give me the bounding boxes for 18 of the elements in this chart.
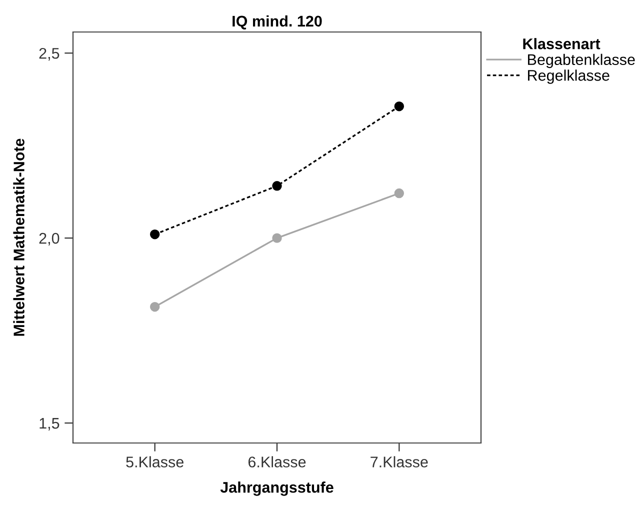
point xyxy=(272,181,282,191)
point xyxy=(150,302,160,312)
legend-label: Begabtenklasse xyxy=(528,54,635,68)
x-tick-label: 5.Klasse xyxy=(126,456,184,468)
y-tick-label: 2,5 xyxy=(39,48,60,61)
y-tick-label: 1,5 xyxy=(40,418,60,431)
x-tick-label: 7.Klasse xyxy=(370,456,428,468)
y-tick-label: 2,0 xyxy=(39,232,60,246)
point xyxy=(272,233,282,243)
point xyxy=(394,188,404,198)
y-axis-title: Mittelwert Mathematik-Note xyxy=(13,138,24,336)
legend-label: Regelklasse xyxy=(528,70,610,84)
point xyxy=(150,229,160,240)
point xyxy=(394,101,404,112)
chart-title: IQ mind. 120 xyxy=(232,15,322,30)
x-tick-label: 6.Klasse xyxy=(248,456,306,468)
x-axis-title: Jahrgangsstufe xyxy=(220,482,334,496)
legend-title: Klassenart xyxy=(523,38,600,50)
